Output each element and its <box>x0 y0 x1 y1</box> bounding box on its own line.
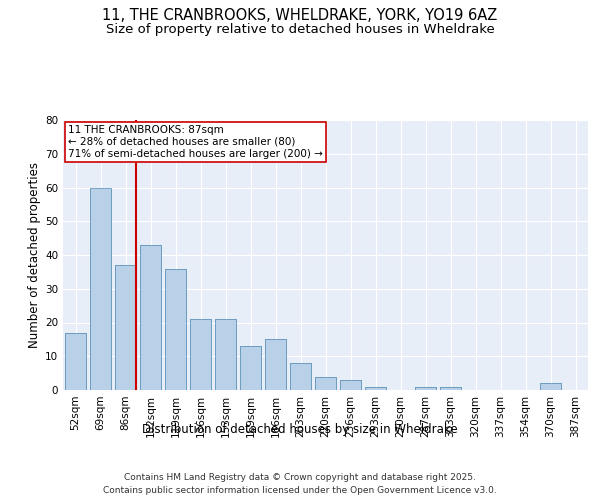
Bar <box>440 386 461 390</box>
Bar <box>65 332 86 390</box>
Bar <box>315 376 336 390</box>
Bar <box>540 383 561 390</box>
Y-axis label: Number of detached properties: Number of detached properties <box>28 162 41 348</box>
Bar <box>115 265 136 390</box>
Bar <box>415 386 436 390</box>
Bar <box>440 386 461 390</box>
Bar <box>365 386 386 390</box>
Text: Contains public sector information licensed under the Open Government Licence v3: Contains public sector information licen… <box>103 486 497 495</box>
Text: 11, THE CRANBROOKS, WHELDRAKE, YORK, YO19 6AZ: 11, THE CRANBROOKS, WHELDRAKE, YORK, YO1… <box>103 8 497 22</box>
Bar <box>240 346 261 390</box>
Text: Contains HM Land Registry data © Crown copyright and database right 2025.: Contains HM Land Registry data © Crown c… <box>124 472 476 482</box>
Bar <box>340 380 361 390</box>
Bar <box>315 376 336 390</box>
Bar <box>90 188 111 390</box>
Bar <box>365 386 386 390</box>
Text: Size of property relative to detached houses in Wheldrake: Size of property relative to detached ho… <box>106 22 494 36</box>
Bar <box>290 363 311 390</box>
Bar <box>140 245 161 390</box>
Bar <box>190 319 211 390</box>
Bar <box>165 268 186 390</box>
Bar <box>165 268 186 390</box>
Text: 11 THE CRANBROOKS: 87sqm
← 28% of detached houses are smaller (80)
71% of semi-d: 11 THE CRANBROOKS: 87sqm ← 28% of detach… <box>68 126 323 158</box>
Bar <box>240 346 261 390</box>
Bar <box>65 332 86 390</box>
Bar <box>265 340 286 390</box>
Bar <box>115 265 136 390</box>
Bar <box>215 319 236 390</box>
Bar <box>340 380 361 390</box>
Bar <box>265 340 286 390</box>
Bar <box>140 245 161 390</box>
Bar <box>215 319 236 390</box>
Bar <box>415 386 436 390</box>
Text: Distribution of detached houses by size in Wheldrake: Distribution of detached houses by size … <box>142 422 458 436</box>
Bar <box>290 363 311 390</box>
Bar <box>190 319 211 390</box>
Bar <box>540 383 561 390</box>
Bar <box>90 188 111 390</box>
